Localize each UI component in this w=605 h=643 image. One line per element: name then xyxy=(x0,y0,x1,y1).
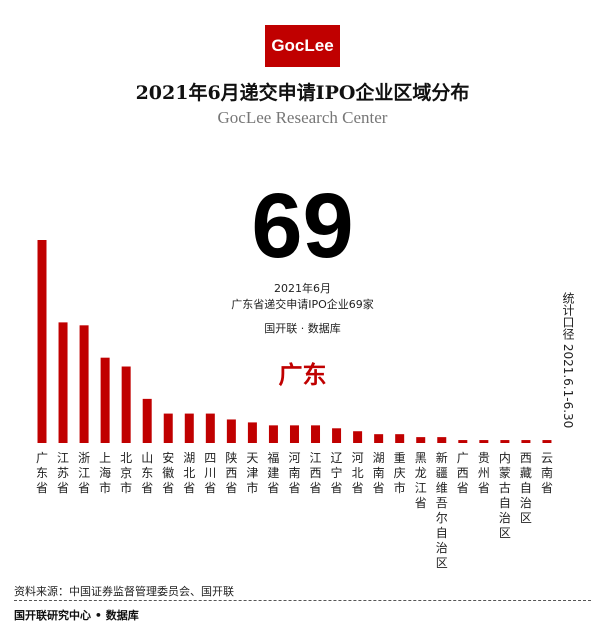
bar-6 xyxy=(163,413,173,443)
bar-5 xyxy=(142,398,152,443)
category-label-18: 黑龙江省 xyxy=(415,451,427,510)
chart-title: 2021年6月递交申请IPO企业区域分布 xyxy=(135,82,470,104)
database-label: 国开联 · 数据库 xyxy=(264,322,341,335)
bar-9 xyxy=(226,419,236,443)
bar-20 xyxy=(458,440,468,443)
total-count: 69 xyxy=(251,175,354,277)
bar-3 xyxy=(100,357,110,443)
bar-12 xyxy=(289,425,299,443)
bar-23 xyxy=(521,440,531,443)
bar-13 xyxy=(311,425,321,443)
bar-11 xyxy=(268,425,278,443)
category-label-10: 天津市 xyxy=(246,451,258,495)
source-note: 资料来源：中国证券监督管理委员会、国开联 xyxy=(14,585,234,598)
bar-22 xyxy=(500,440,510,443)
bar-24 xyxy=(542,440,552,443)
category-label-9: 陕西省 xyxy=(225,450,237,495)
category-label-20: 广西省 xyxy=(457,451,469,495)
category-label-0: 广东省 xyxy=(36,451,48,495)
stat-period-label: 统计口径 2021.6.1-6.30 xyxy=(561,292,575,429)
category-label-6: 安徽省 xyxy=(162,450,174,495)
category-label-19: 新疆维吾尔自治区 xyxy=(436,450,448,570)
category-label-12: 河南省 xyxy=(288,451,300,495)
bar-19 xyxy=(437,437,447,443)
bar-1 xyxy=(58,322,68,443)
category-label-8: 四川省 xyxy=(204,451,216,495)
bar-15 xyxy=(353,431,363,443)
chart-subtitle: GocLee Research Center xyxy=(217,108,388,127)
count-line: 广东省递交申请IPO企业69家 xyxy=(231,298,374,311)
bar-2 xyxy=(79,325,89,443)
bar-21 xyxy=(479,440,489,443)
category-label-15: 河北省 xyxy=(352,451,364,495)
category-label-1: 江苏省 xyxy=(57,451,69,495)
category-label-3: 上海市 xyxy=(99,451,111,495)
category-label-21: 贵州省 xyxy=(478,451,490,495)
category-label-16: 湖南省 xyxy=(373,450,385,495)
bar-16 xyxy=(374,434,384,443)
footer-divider xyxy=(14,600,591,601)
bar-8 xyxy=(205,413,215,443)
bar-10 xyxy=(247,422,257,443)
highlight-region: 广东 xyxy=(278,360,327,389)
category-label-7: 湖北省 xyxy=(183,450,195,495)
category-label-4: 北京市 xyxy=(120,451,132,495)
category-label-14: 辽宁省 xyxy=(331,451,343,495)
category-label-13: 江西省 xyxy=(310,451,322,495)
category-label-22: 内蒙古自治区 xyxy=(499,451,511,540)
brand-logo: GocLee xyxy=(265,25,340,67)
footer-credit: 国开联研究中心 • 数据库 xyxy=(14,609,139,622)
bar-14 xyxy=(332,428,342,443)
bar-17 xyxy=(395,434,405,443)
category-label-11: 福建省 xyxy=(267,450,279,495)
category-label-17: 重庆市 xyxy=(394,451,406,495)
category-label-5: 山东省 xyxy=(141,451,153,495)
bar-18 xyxy=(416,437,426,443)
bar-4 xyxy=(121,366,131,443)
bar-0 xyxy=(37,240,47,443)
category-label-24: 云南省 xyxy=(541,451,553,495)
category-label-2: 浙江省 xyxy=(78,451,90,495)
month-label: 2021年6月 xyxy=(274,282,331,295)
category-label-23: 西藏自治区 xyxy=(520,451,532,525)
bar-7 xyxy=(184,413,194,443)
